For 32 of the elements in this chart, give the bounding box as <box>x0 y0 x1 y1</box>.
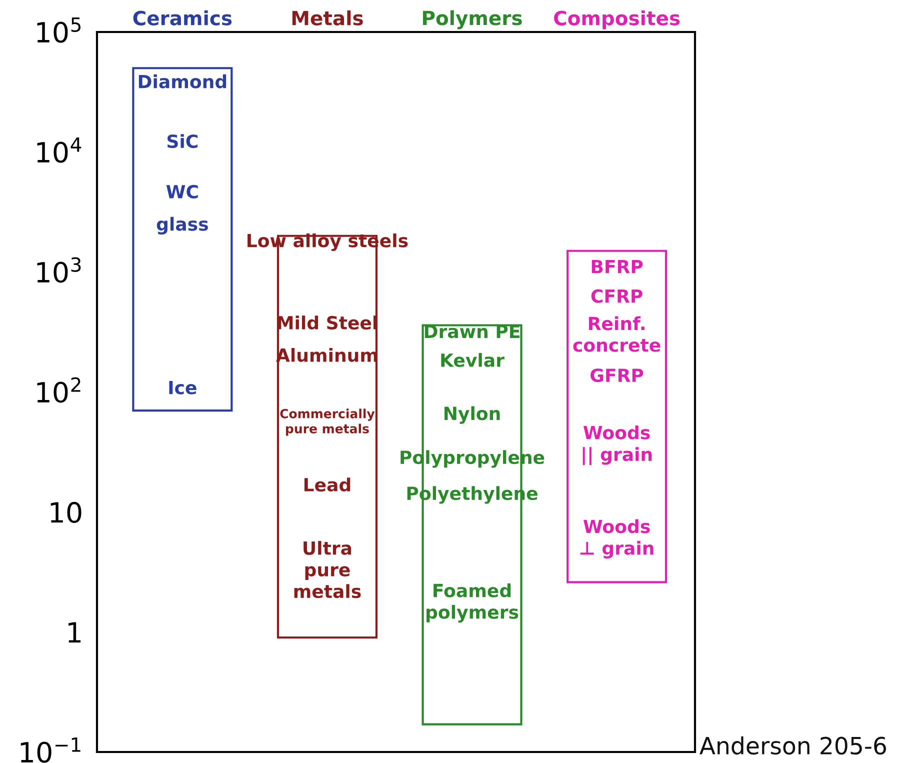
bar <box>566 250 668 584</box>
y-tick-label: 1 <box>68 622 81 643</box>
x-tick-label: Ceramics <box>133 10 232 26</box>
annotation: Commercially pure metals <box>280 408 375 436</box>
y-tick-label: 10$^{5}$ <box>37 18 81 43</box>
annotation: glass <box>156 216 208 234</box>
annotation: CFRP <box>591 289 642 303</box>
x-tick-label: Metals <box>292 10 363 26</box>
annotation: Woods || grain <box>582 425 652 466</box>
annotation: Nylon <box>444 406 500 424</box>
y-tick-label: 10$^{2}$ <box>37 377 80 403</box>
annotation: Woods ⊥ grain <box>580 519 654 558</box>
annotation: SiC <box>168 134 198 148</box>
annotation: Kevlar <box>441 353 504 367</box>
annotation: Mild Steel <box>278 316 377 330</box>
x-tick-label: Composites <box>554 10 680 30</box>
x-tick-label: Polymers <box>423 10 522 30</box>
annotation: Reinf. concrete <box>573 316 660 352</box>
text: Anderson 205-6 <box>700 736 886 755</box>
y-tick-label: 10$^{4}$ <box>37 138 82 163</box>
y-tick-label: 10$^{−1}$ <box>20 738 80 763</box>
annotation: Ultra pure metals <box>294 540 361 598</box>
bar <box>132 67 233 412</box>
y-tick-label: 10$^{3}$ <box>37 257 81 283</box>
annotation: GFRP <box>590 368 644 382</box>
annotation: Lead <box>304 478 350 492</box>
annotation: Foamed polymers <box>426 583 518 623</box>
y-tick-label: 10 <box>50 502 82 523</box>
annotation: BFRP <box>592 260 643 274</box>
annotation: Diamond <box>138 74 226 88</box>
annotation: Ice <box>169 380 196 394</box>
annotation: WC <box>166 184 198 199</box>
